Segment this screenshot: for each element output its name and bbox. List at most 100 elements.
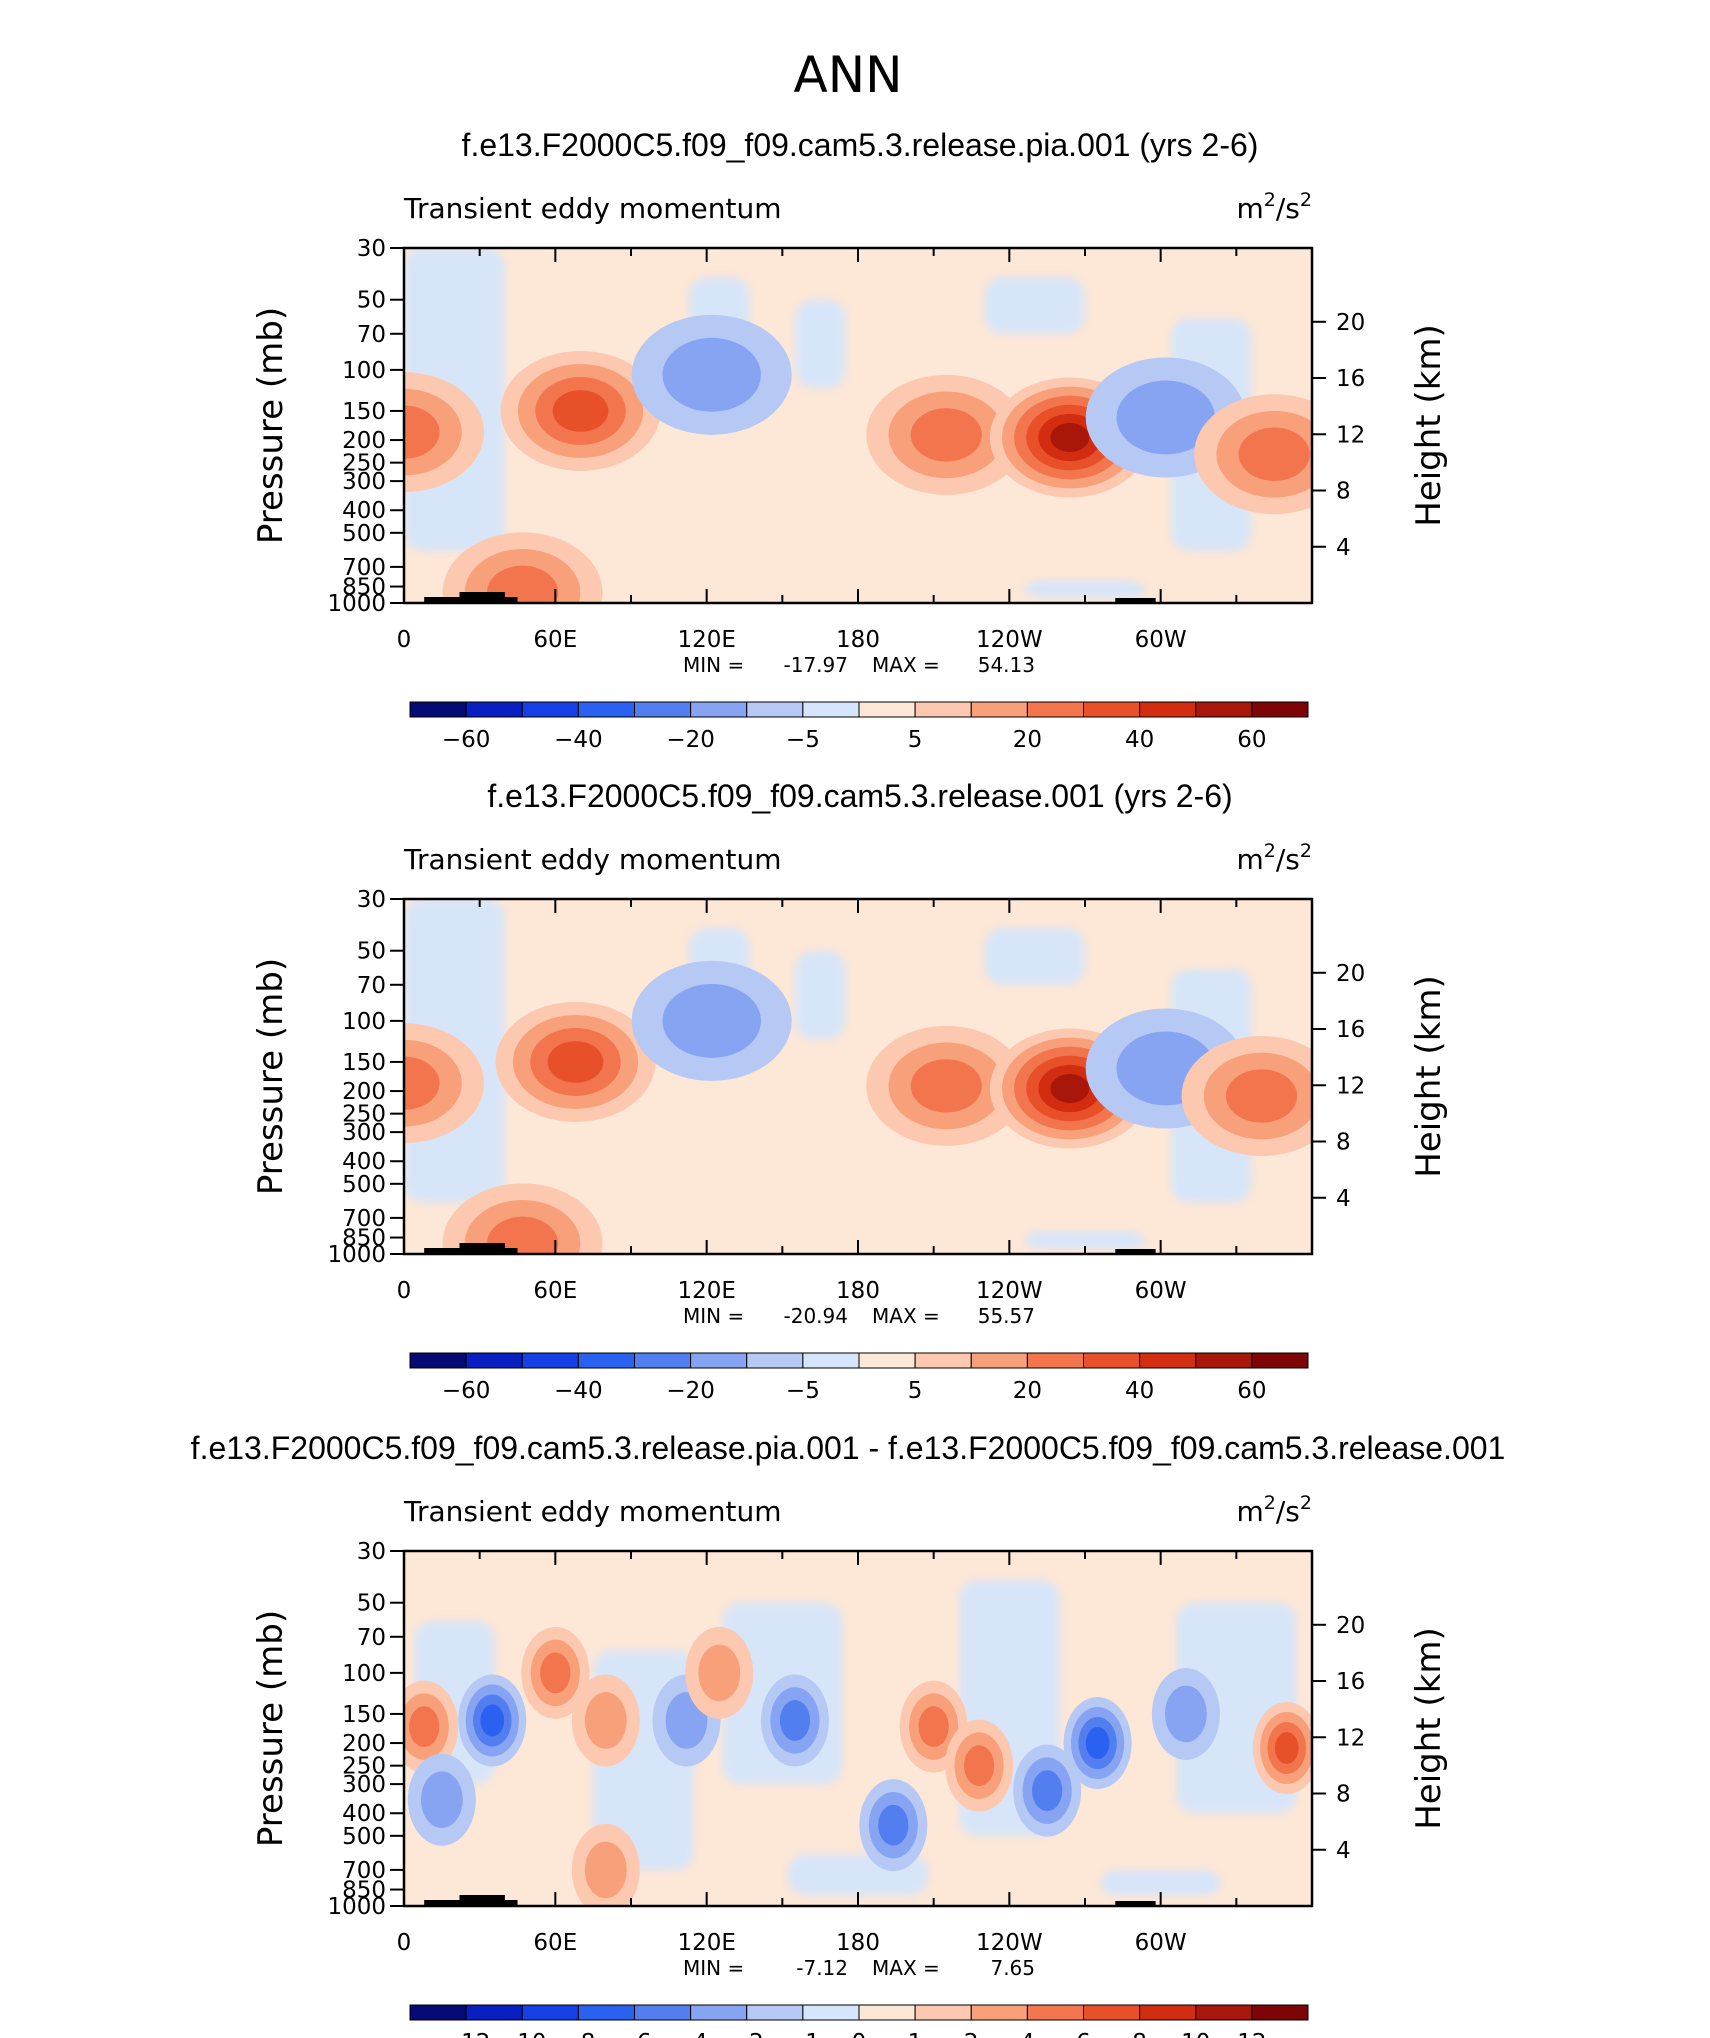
contour-feature	[404, 1680, 459, 1773]
colorbar-label: 60	[1237, 727, 1266, 753]
max-label: MAX =	[872, 1956, 940, 1980]
contour-level	[910, 408, 982, 462]
terrain-andes	[1115, 1249, 1156, 1254]
y-axis-title: Pressure (mb)	[251, 958, 291, 1195]
max-label: MAX =	[872, 653, 940, 677]
colorbar: −60 −40 −20 −5 5 20 40 60	[409, 701, 1309, 753]
x-tick-label: 180	[836, 627, 880, 653]
x-tick-label: 180	[836, 1278, 880, 1304]
colorbar-label: −40	[554, 1378, 603, 1404]
colorbar: −12−10−8−6−4−2−10124681012	[409, 2004, 1309, 2038]
field-patch	[984, 928, 1085, 985]
colorbar-cell	[1195, 2004, 1253, 2021]
colorbar-cell	[690, 701, 748, 718]
contour-feature	[458, 1674, 527, 1767]
min-value: -17.97	[784, 653, 848, 677]
terrain-highland	[459, 592, 505, 603]
x-tick-label: 180	[836, 1930, 880, 1956]
y-tick-label: 70	[357, 322, 386, 348]
contour-feature	[404, 372, 484, 493]
contour-feature	[866, 374, 1027, 495]
contour-level	[584, 1841, 627, 1899]
colorbar-label: 60	[1237, 1378, 1266, 1404]
colorbar-label: 20	[1013, 1378, 1042, 1404]
y-tick-label: 100	[342, 1661, 386, 1687]
colorbar-cell	[1139, 2004, 1197, 2021]
colorbar-cell	[1139, 701, 1197, 718]
colorbar-label: −5	[786, 727, 820, 753]
contour-feature	[1181, 1036, 1312, 1156]
colorbar-label: 0	[852, 2030, 867, 2038]
contour-feature	[1194, 394, 1312, 515]
x-tick-label: 120W	[976, 627, 1043, 653]
contour-feature	[500, 350, 661, 471]
contour-feature	[442, 532, 603, 603]
colorbar-label: 1	[908, 2030, 923, 2038]
y2-axis-title: Height (km)	[1409, 324, 1449, 527]
y2-axis-title: Height (km)	[1409, 1627, 1449, 1830]
field-patch	[984, 277, 1085, 334]
max-label: MAX =	[872, 1304, 940, 1328]
y-tick-label: 850	[342, 1226, 386, 1252]
colorbar-cell	[1195, 1352, 1253, 1369]
colorbar-cell	[970, 701, 1028, 718]
colorbar-cell	[577, 2004, 635, 2021]
min-value: -20.94	[784, 1304, 848, 1328]
colorbar-cell	[409, 701, 467, 718]
contour-level	[420, 1771, 463, 1829]
y-tick-label: 500	[342, 1824, 386, 1850]
y-tick-label: 50	[357, 939, 386, 965]
x-tick-label: 60W	[1135, 1930, 1187, 1956]
units-label: m2/s2	[1237, 840, 1313, 876]
height-tick-label: 16	[1336, 1669, 1365, 1695]
y-tick-label: 700	[342, 555, 386, 581]
colorbar-cell	[1083, 701, 1141, 718]
x-tick-label: 60E	[533, 1930, 577, 1956]
colorbar-cell	[465, 701, 523, 718]
field-patch	[795, 950, 846, 1040]
height-tick-label: 20	[1336, 961, 1365, 987]
colorbar-cell	[858, 2004, 916, 2021]
colorbar-cell	[802, 1352, 860, 1369]
terrain-highland	[459, 1243, 505, 1254]
colorbar-label: −10	[498, 2030, 547, 2038]
field-patch	[1025, 1231, 1145, 1249]
y-axis-title: Pressure (mb)	[251, 307, 291, 544]
panel-title: f.e13.F2000C5.f09_f09.cam5.3.release.pia…	[191, 1430, 1506, 1466]
y-tick-label: 50	[357, 288, 386, 314]
y-tick-label: 400	[342, 498, 386, 524]
contour-level	[584, 1692, 627, 1749]
colorbar-label: 10	[1181, 2030, 1210, 2038]
height-tick-label: 8	[1336, 479, 1351, 505]
contour-feature	[945, 1719, 1014, 1812]
colorbar-cell	[1195, 701, 1253, 718]
contour-level	[404, 405, 440, 459]
colorbar-cell	[1251, 701, 1309, 718]
x-tick-label: 120W	[976, 1278, 1043, 1304]
colorbar-label: −20	[666, 1378, 715, 1404]
contour-feature	[631, 960, 792, 1081]
y-tick-label: 700	[342, 1858, 386, 1884]
colorbar-label: −60	[442, 727, 491, 753]
colorbar-cell	[802, 2004, 860, 2021]
terrain	[424, 592, 1156, 603]
colorbar-cell	[634, 701, 692, 718]
contour-feature	[1151, 1667, 1220, 1760]
colorbar-cell	[1026, 2004, 1084, 2021]
y-tick-label: 30	[357, 887, 386, 913]
min-label: MIN =	[683, 1956, 744, 1980]
contour-feature	[404, 1023, 484, 1144]
y-tick-label: 500	[342, 1172, 386, 1198]
contour-feature	[521, 1626, 590, 1719]
contour-level	[1050, 422, 1090, 453]
contour-level	[1226, 1069, 1298, 1123]
y-tick-label: 250	[342, 1754, 386, 1780]
colorbar-cell	[970, 1352, 1028, 1369]
panel-3: f.e13.F2000C5.f09_f09.cam5.3.release.pia…	[191, 1430, 1506, 2038]
colorbar-label: 12	[1237, 2030, 1266, 2038]
y-tick-label: 400	[342, 1801, 386, 1827]
colorbar-cell	[465, 2004, 523, 2021]
colorbar-cell	[1026, 1352, 1084, 1369]
x-tick-label: 60E	[533, 1278, 577, 1304]
height-tick-label: 16	[1336, 1017, 1365, 1043]
